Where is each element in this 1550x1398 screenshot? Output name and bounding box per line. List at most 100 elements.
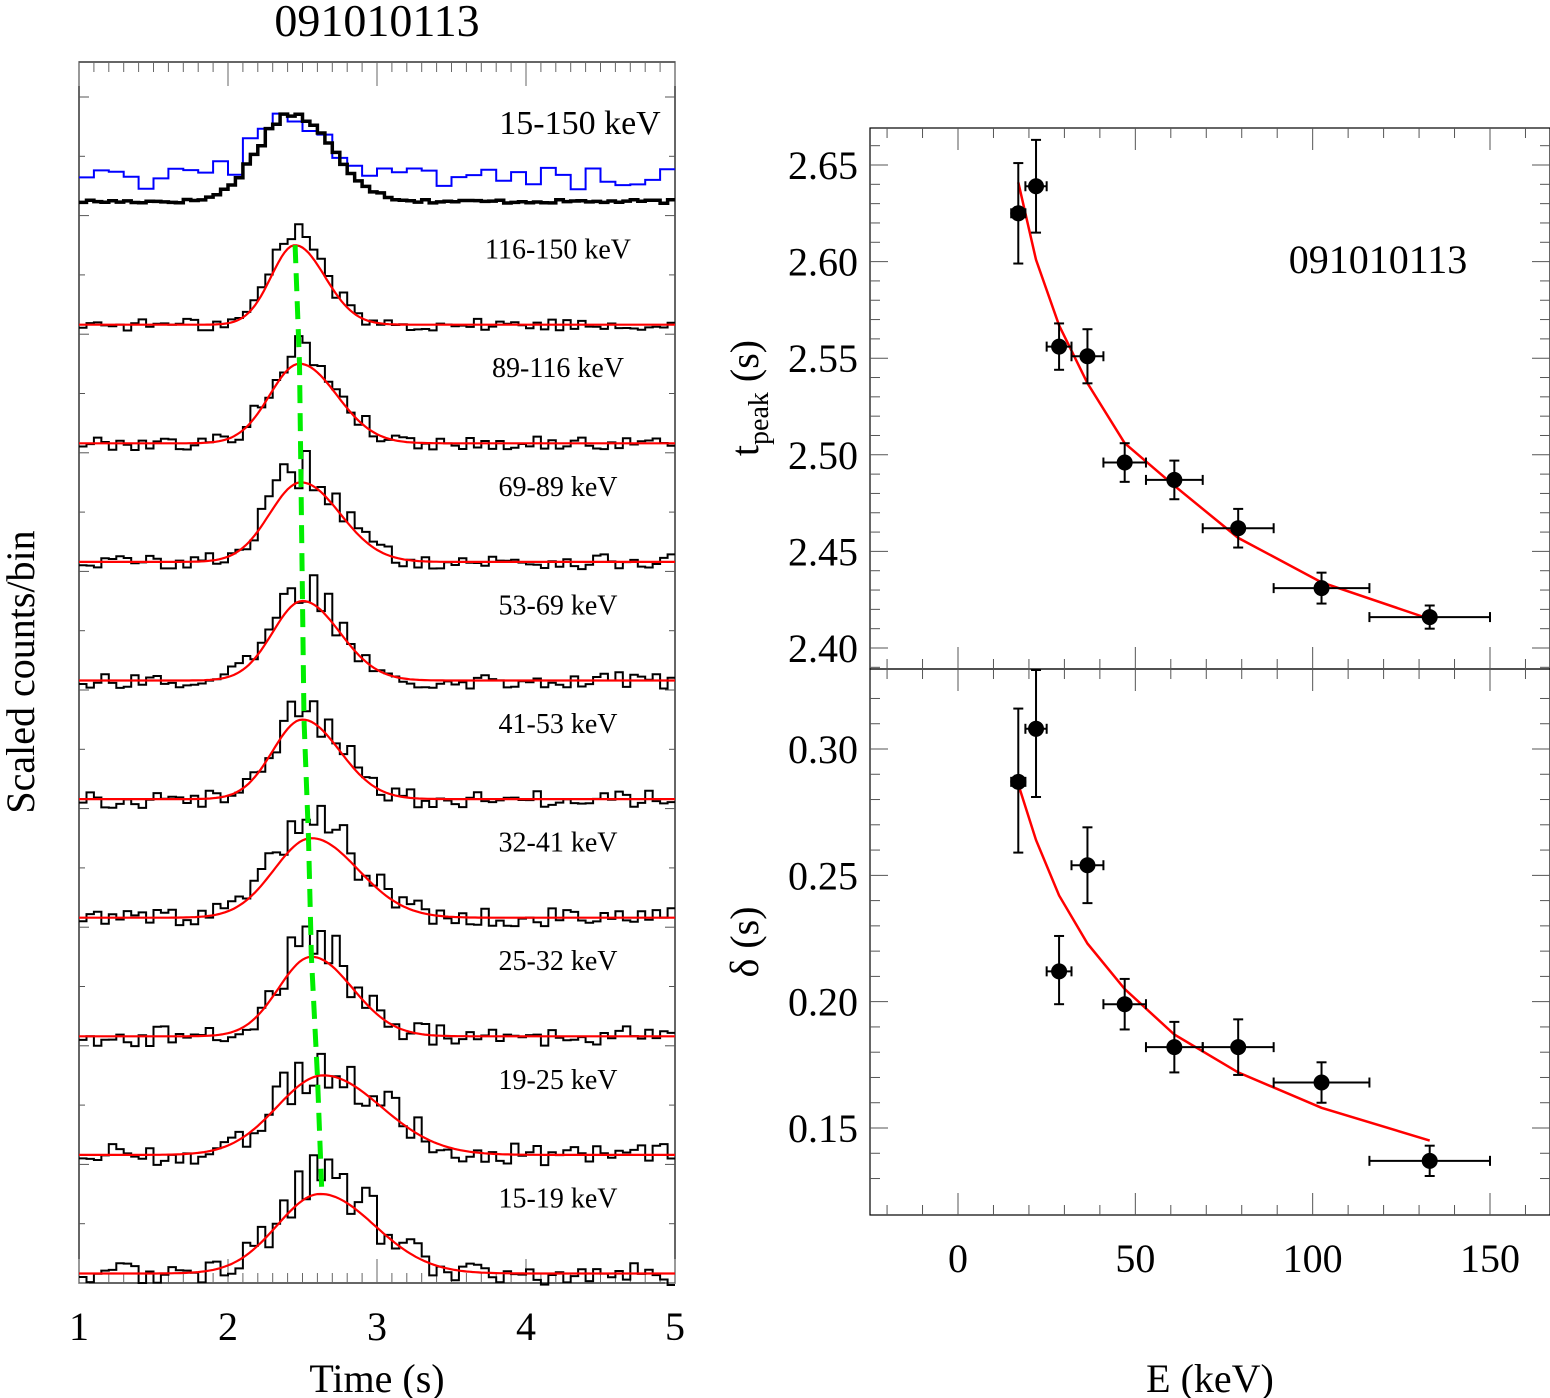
tpeak-y-label-unit: (s) [722, 340, 767, 392]
band-label: 32-41 keV [499, 828, 618, 859]
point-marker [1028, 178, 1045, 195]
summed-light-curve [79, 112, 675, 205]
x-tick-label: 0 [948, 1236, 968, 1281]
point-marker [1166, 1039, 1183, 1056]
x-tick-label: 4 [516, 1304, 536, 1349]
point-marker [1116, 454, 1133, 471]
data-point [1368, 1144, 1491, 1178]
point-marker [1079, 348, 1096, 365]
point-marker [1166, 471, 1183, 488]
light-curve-histogram [79, 804, 675, 928]
data-point [1368, 604, 1491, 630]
x-tick-label: 2 [218, 1304, 238, 1349]
tpeak-y-label-sub: peak [744, 392, 775, 445]
x-tick-label: 1 [69, 1304, 89, 1349]
data-point [1102, 442, 1147, 483]
tpeak-y-label-main: t [722, 445, 767, 456]
point-marker [1230, 1039, 1247, 1056]
light-curve-histogram [79, 925, 675, 1048]
tpeak-points-group [1010, 138, 1491, 630]
left-title: 091010113 [274, 0, 479, 46]
tpeak-y-axis-label: tpeak (s) [722, 340, 775, 456]
data-point [1201, 1018, 1275, 1076]
peak-time-track [292, 245, 325, 1195]
fit-curve [79, 244, 675, 326]
light-curve-panel: 091010113 15-150 keV 116-150 keV 89-116 ke… [0, 0, 685, 1398]
data-point [1045, 934, 1073, 1006]
left-band-labels: 15-150 keV 116-150 keV 89-116 keV 69-89 keV… [485, 105, 661, 1214]
y-tick-label: 2.45 [788, 529, 858, 574]
data-point [1272, 571, 1371, 605]
y-tick-label: 2.40 [788, 626, 858, 671]
band-label: 69-89 keV [499, 472, 618, 503]
fit-curve [79, 362, 675, 445]
light-curve-histogram [79, 700, 675, 809]
delta-fit-group [1017, 784, 1431, 1142]
y-tick-label: 2.65 [788, 143, 858, 188]
delta-y-axis-label: δ (s) [722, 906, 767, 977]
fit-curve [79, 1192, 675, 1275]
fit-curve [1017, 784, 1431, 1142]
y-tick-label: 0.25 [788, 853, 858, 898]
point-marker [1010, 773, 1027, 790]
fit-curve [79, 837, 675, 919]
data-point [1045, 322, 1073, 371]
y-tick-label: 0.30 [788, 727, 858, 772]
band-label: 15-19 keV [499, 1183, 618, 1214]
light-curve-histogram [79, 1154, 675, 1286]
x-tick-label: 50 [1115, 1236, 1155, 1281]
fit-curve [79, 599, 675, 682]
energy-panels: 0 50 100 150 2.40 2.45 2.50 2.55 2.60 2.65 0.15 0.2… [722, 127, 1550, 1398]
left-x-axis-label: Time (s) [309, 1356, 444, 1398]
x-tick-label: 150 [1460, 1236, 1520, 1281]
y-tick-label: 2.60 [788, 240, 858, 285]
point-marker [1051, 338, 1068, 355]
band-label: 15-150 keV [499, 105, 661, 142]
band-label: 25-32 keV [499, 946, 618, 977]
data-point [1201, 507, 1275, 549]
data-point [1010, 707, 1027, 854]
fit-curve [79, 955, 675, 1038]
delta-points-group [1010, 669, 1491, 1178]
y-tick-label: 0.20 [788, 980, 858, 1025]
data-point [1024, 669, 1048, 799]
tpeak-plot-frame [869, 127, 1550, 670]
right-tick-labels: 0 50 100 150 2.40 2.45 2.50 2.55 2.60 2.65 0.15 0.2… [788, 143, 1520, 1281]
x-tick-label: 3 [367, 1304, 387, 1349]
data-point [1272, 1061, 1371, 1104]
light-curve-histogram [79, 335, 675, 451]
left-curves [79, 112, 675, 1286]
delta-plot-frame [869, 668, 1550, 1216]
right-x-axis-label: E (keV) [1146, 1356, 1274, 1398]
fit-curve [79, 1074, 675, 1156]
data-point [1102, 977, 1147, 1031]
data-point [1070, 328, 1105, 385]
point-marker [1028, 720, 1045, 737]
data-point [1144, 1020, 1204, 1074]
point-marker [1230, 520, 1247, 537]
data-point [1010, 162, 1027, 265]
tpeak-annotation: 091010113 [1289, 237, 1468, 282]
band-label: 41-53 keV [499, 709, 618, 740]
point-marker [1421, 609, 1438, 626]
y-tick-label: 2.50 [788, 433, 858, 478]
point-marker [1313, 1074, 1330, 1091]
left-y-axis-label: Scaled counts/bin [0, 530, 43, 813]
point-marker [1010, 205, 1027, 222]
y-tick-label: 2.55 [788, 336, 858, 381]
right-ticks [870, 128, 1550, 1215]
data-point [1024, 138, 1048, 234]
point-marker [1421, 1152, 1438, 1169]
band-label: 53-69 keV [499, 590, 618, 621]
left-x-tick-labels: 1 2 3 4 5 [69, 1304, 685, 1349]
band-label: 19-25 keV [499, 1065, 618, 1096]
point-marker [1116, 996, 1133, 1013]
data-point [1070, 826, 1105, 905]
point-marker [1051, 963, 1068, 980]
light-curve-histogram [79, 1052, 675, 1167]
y-tick-label: 0.15 [788, 1106, 858, 1151]
x-tick-label: 100 [1283, 1236, 1343, 1281]
point-marker [1079, 857, 1096, 874]
fit-curve [79, 481, 675, 563]
